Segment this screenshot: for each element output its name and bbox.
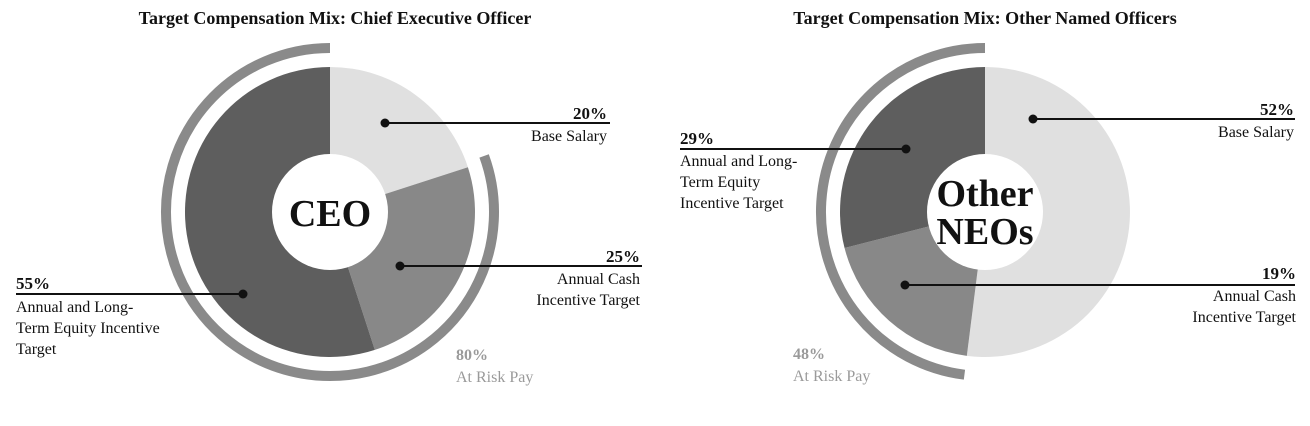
neo-base-pct: 52%: [1260, 100, 1294, 119]
neo-center-hole: [927, 154, 1043, 270]
neo-chart-title: Target Compensation Mix: Other Named Off…: [793, 8, 1176, 28]
ceo-cash-label-line1: Annual Cash: [557, 271, 640, 288]
ceo-center-label: CEO: [289, 193, 371, 235]
neo-leader-dot-cash: [900, 280, 910, 290]
ceo-base-label-line1: Base Salary: [531, 128, 607, 145]
neo-equity-label-line3: Incentive Target: [680, 195, 784, 212]
ceo-chart-title: Target Compensation Mix: Chief Executive…: [139, 8, 532, 28]
neo-cash-label-line1: Annual Cash: [1213, 288, 1296, 305]
ceo-leader-dot-cash: [395, 261, 405, 271]
neo-leader-dot-base: [1028, 114, 1038, 124]
ceo-cash-pct: 25%: [606, 247, 640, 266]
neo-at-risk-arc: [816, 43, 986, 380]
neo-center-label-line2: NEOs: [936, 211, 1033, 253]
neo-base-label-line1: Base Salary: [1218, 124, 1294, 141]
ceo-leader-dot-equity: [238, 289, 248, 299]
ceo-cash-label-line2: Incentive Target: [536, 292, 640, 309]
ceo-chart: CEO 20% Base Salary 25% Annual Cash Ince…: [16, 43, 642, 386]
neo-equity-label-line2: Term Equity: [680, 174, 760, 191]
ceo-equity-label-line3: Target: [16, 341, 57, 358]
neo-cash-label-line2: Incentive Target: [1192, 309, 1296, 326]
ceo-equity-pct: 55%: [16, 274, 50, 293]
neo-center-label-line1: Other: [936, 173, 1033, 215]
neo-leader-dot-equity: [901, 144, 911, 154]
ceo-equity-label-line2: Term Equity Incentive: [16, 320, 160, 337]
ceo-at-risk-pct: 80%: [456, 347, 488, 364]
ceo-equity-label-line1: Annual and Long-: [16, 299, 133, 316]
neo-equity-label-line1: Annual and Long-: [680, 153, 797, 170]
ceo-leader-dot-base: [380, 118, 390, 128]
neo-at-risk-label: At Risk Pay: [793, 368, 870, 385]
ceo-center-hole: [272, 154, 388, 270]
ceo-at-risk-label: At Risk Pay: [456, 369, 533, 386]
neo-cash-pct: 19%: [1262, 264, 1296, 283]
ceo-base-pct: 20%: [573, 104, 607, 123]
neo-at-risk-pct: 48%: [793, 346, 825, 363]
neo-chart: Other NEOs 52% Base Salary 19% Annual Ca…: [680, 43, 1297, 385]
neo-equity-pct: 29%: [680, 129, 714, 148]
ceo-at-risk-arc: [161, 43, 499, 381]
